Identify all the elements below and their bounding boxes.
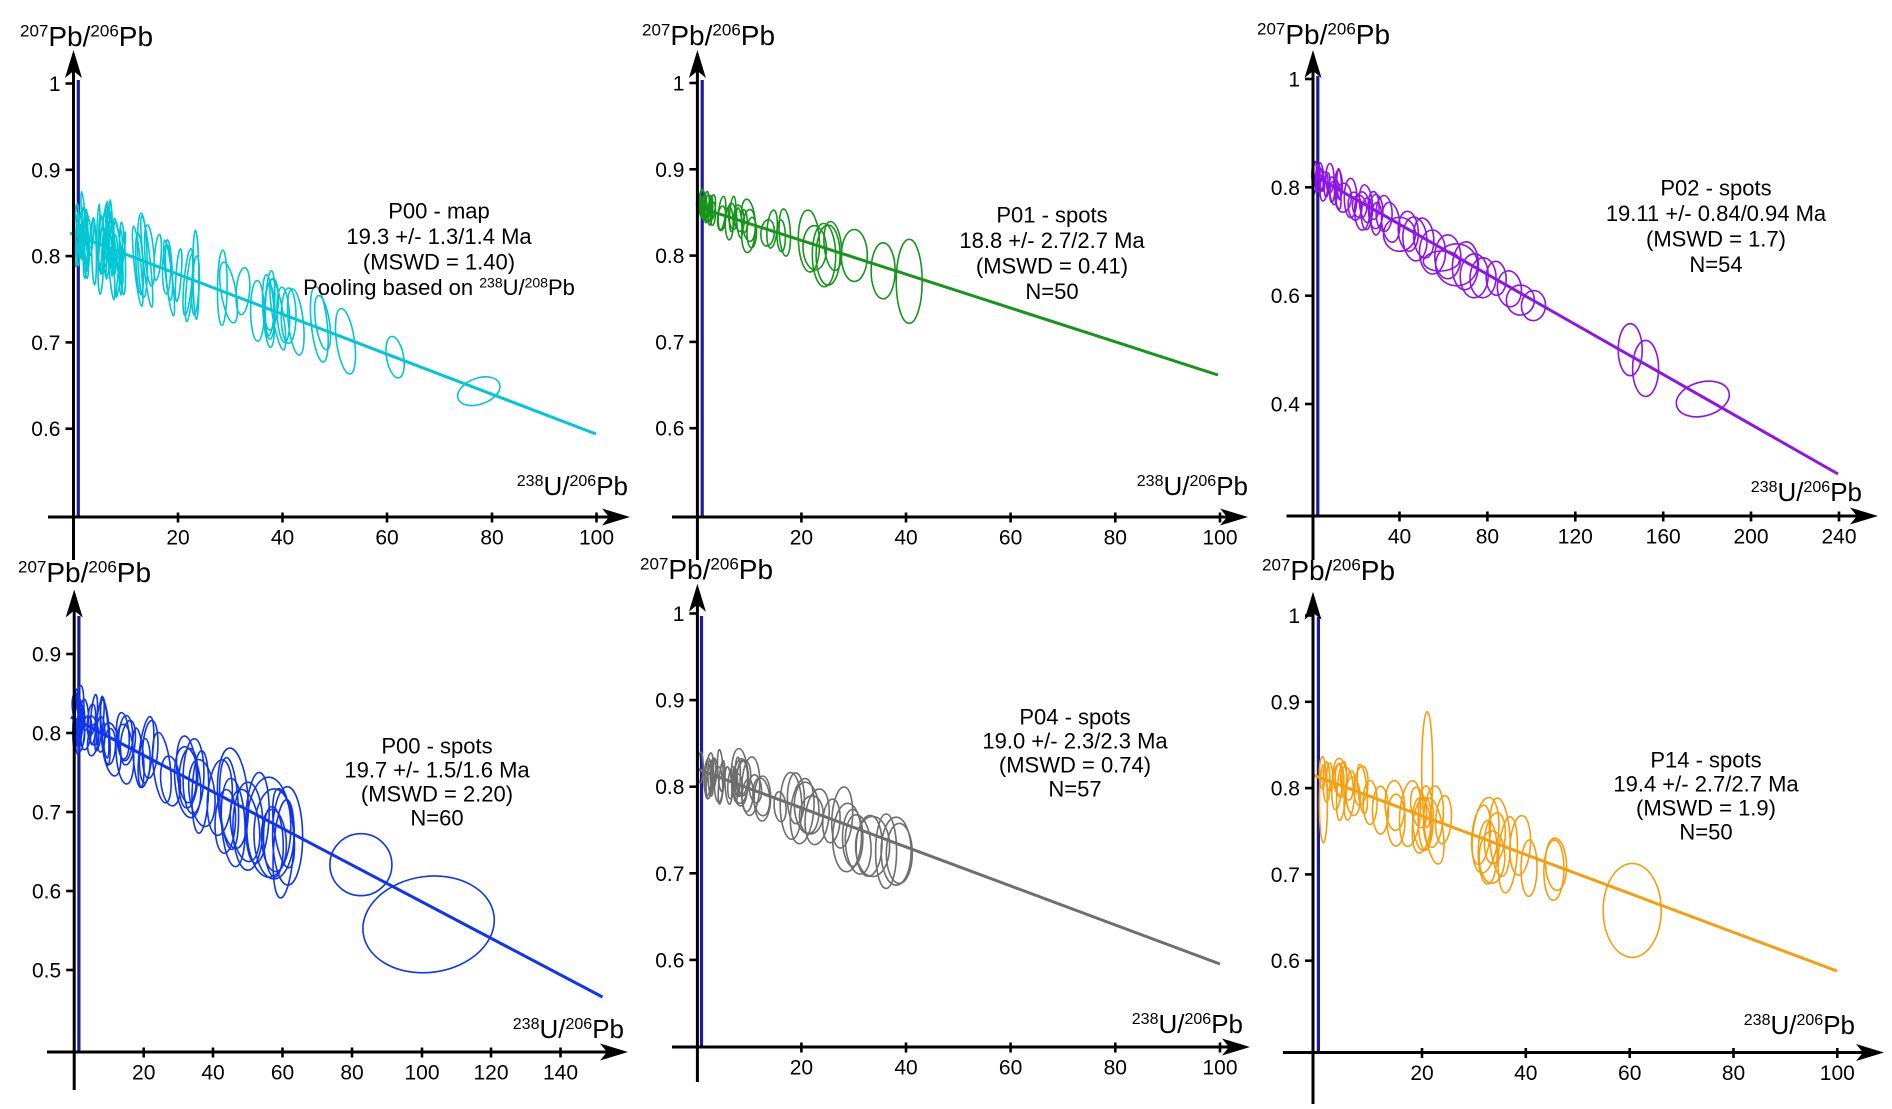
- svg-text:19.7 +/- 1.5/1.6 Ma: 19.7 +/- 1.5/1.6 Ma: [344, 758, 530, 783]
- svg-text:0.9: 0.9: [655, 159, 684, 182]
- svg-text:207Pb/206Pb: 207Pb/206Pb: [642, 20, 775, 51]
- svg-text:60: 60: [999, 1057, 1022, 1080]
- svg-text:0.5: 0.5: [32, 960, 61, 983]
- svg-text:40: 40: [201, 1062, 224, 1085]
- svg-text:(MSWD = 1.40): (MSWD = 1.40): [363, 250, 515, 275]
- svg-text:0.7: 0.7: [32, 802, 61, 825]
- svg-text:40: 40: [271, 527, 294, 550]
- svg-text:40: 40: [894, 1057, 917, 1080]
- svg-text:140: 140: [543, 1062, 578, 1085]
- svg-text:0.9: 0.9: [32, 644, 61, 667]
- svg-text:19.4 +/- 2.7/2.7 Ma: 19.4 +/- 2.7/2.7 Ma: [1613, 772, 1799, 797]
- svg-text:80: 80: [1104, 527, 1127, 550]
- svg-text:60: 60: [271, 1062, 294, 1085]
- svg-text:100: 100: [579, 527, 614, 550]
- svg-text:207Pb/206Pb: 207Pb/206Pb: [18, 557, 151, 588]
- svg-text:207Pb/206Pb: 207Pb/206Pb: [1262, 555, 1395, 586]
- svg-text:60: 60: [375, 527, 398, 550]
- svg-text:(MSWD = 0.74): (MSWD = 0.74): [999, 753, 1151, 778]
- svg-text:40: 40: [1388, 526, 1411, 549]
- svg-text:20: 20: [1410, 1062, 1433, 1085]
- svg-text:0.7: 0.7: [31, 332, 60, 355]
- svg-text:207Pb/206Pb: 207Pb/206Pb: [20, 21, 153, 52]
- svg-text:0.6: 0.6: [1271, 285, 1300, 308]
- svg-text:0.8: 0.8: [1271, 778, 1300, 801]
- svg-text:P00 - spots: P00 - spots: [381, 734, 492, 759]
- svg-text:0.6: 0.6: [1271, 950, 1300, 973]
- svg-text:240: 240: [1821, 526, 1856, 549]
- svg-text:80: 80: [1104, 1057, 1127, 1080]
- svg-text:20: 20: [790, 527, 813, 550]
- svg-text:20: 20: [166, 527, 189, 550]
- svg-text:1: 1: [1288, 605, 1300, 628]
- svg-text:238U/206Pb: 238U/206Pb: [1744, 1010, 1855, 1040]
- svg-text:60: 60: [999, 527, 1022, 550]
- svg-text:207Pb/206Pb: 207Pb/206Pb: [1257, 19, 1390, 50]
- svg-text:100: 100: [1202, 1057, 1237, 1080]
- svg-text:N=50: N=50: [1025, 279, 1078, 304]
- svg-text:0.7: 0.7: [655, 863, 684, 886]
- svg-text:0.4: 0.4: [1271, 394, 1301, 417]
- svg-text:(MSWD = 1.9): (MSWD = 1.9): [1636, 796, 1776, 821]
- svg-text:P00 - map: P00 - map: [388, 199, 490, 224]
- svg-text:40: 40: [894, 527, 917, 550]
- svg-text:P04 - spots: P04 - spots: [1019, 705, 1130, 730]
- svg-text:19.11 +/- 0.84/0.94 Ma: 19.11 +/- 0.84/0.94 Ma: [1606, 201, 1827, 226]
- svg-text:80: 80: [480, 527, 503, 550]
- svg-text:0.8: 0.8: [655, 776, 684, 799]
- svg-text:0.9: 0.9: [31, 159, 60, 182]
- svg-text:P14 - spots: P14 - spots: [1650, 748, 1761, 773]
- svg-text:(MSWD = 2.20): (MSWD = 2.20): [361, 782, 513, 807]
- svg-text:200: 200: [1733, 526, 1768, 549]
- svg-text:0.8: 0.8: [31, 246, 60, 269]
- svg-text:0.6: 0.6: [655, 418, 684, 441]
- svg-text:238U/206Pb: 238U/206Pb: [1751, 477, 1862, 507]
- svg-text:1: 1: [1288, 69, 1300, 92]
- svg-text:(MSWD = 1.7): (MSWD = 1.7): [1646, 227, 1786, 252]
- svg-text:120: 120: [473, 1062, 508, 1085]
- svg-text:20: 20: [790, 1057, 813, 1080]
- svg-text:120: 120: [1558, 526, 1593, 549]
- svg-text:1: 1: [673, 603, 685, 626]
- svg-text:238U/206Pb: 238U/206Pb: [517, 471, 628, 501]
- svg-text:1: 1: [673, 73, 685, 96]
- svg-text:238U/206Pb: 238U/206Pb: [1132, 1009, 1243, 1039]
- svg-text:0.8: 0.8: [655, 245, 684, 268]
- svg-text:19.0 +/- 2.3/2.3 Ma: 19.0 +/- 2.3/2.3 Ma: [982, 729, 1168, 754]
- svg-text:80: 80: [340, 1062, 363, 1085]
- svg-text:0.6: 0.6: [31, 418, 60, 441]
- svg-text:0.7: 0.7: [655, 331, 684, 354]
- svg-text:80: 80: [1476, 526, 1499, 549]
- svg-text:P01 - spots: P01 - spots: [996, 203, 1107, 228]
- svg-text:0.7: 0.7: [1271, 864, 1300, 887]
- svg-text:100: 100: [1202, 527, 1237, 550]
- svg-text:19.3 +/- 1.3/1.4 Ma: 19.3 +/- 1.3/1.4 Ma: [346, 224, 532, 249]
- svg-text:N=54: N=54: [1689, 252, 1742, 277]
- svg-text:80: 80: [1722, 1062, 1745, 1085]
- svg-text:100: 100: [404, 1062, 439, 1085]
- svg-text:0.6: 0.6: [32, 881, 61, 904]
- svg-text:238U/206Pb: 238U/206Pb: [513, 1014, 624, 1044]
- svg-text:0.6: 0.6: [655, 949, 684, 972]
- svg-text:N=60: N=60: [410, 806, 463, 831]
- svg-text:238U/206Pb: 238U/206Pb: [1137, 471, 1248, 501]
- svg-text:18.8 +/- 2.7/2.7 Ma: 18.8 +/- 2.7/2.7 Ma: [959, 228, 1145, 253]
- svg-text:N=57: N=57: [1048, 777, 1101, 802]
- svg-text:207Pb/206Pb: 207Pb/206Pb: [640, 554, 773, 585]
- svg-text:0.8: 0.8: [32, 723, 61, 746]
- svg-text:40: 40: [1514, 1062, 1537, 1085]
- svg-text:N=50: N=50: [1679, 820, 1732, 845]
- svg-text:0.9: 0.9: [655, 690, 684, 713]
- svg-text:60: 60: [1618, 1062, 1641, 1085]
- svg-text:P02 - spots: P02 - spots: [1660, 176, 1771, 201]
- svg-text:160: 160: [1646, 526, 1681, 549]
- svg-text:Pooling based on 238U/208Pb: Pooling based on 238U/208Pb: [303, 275, 575, 301]
- svg-text:0.9: 0.9: [1271, 691, 1300, 714]
- svg-text:1: 1: [49, 73, 61, 96]
- svg-text:20: 20: [132, 1062, 155, 1085]
- svg-text:(MSWD = 0.41): (MSWD = 0.41): [976, 254, 1128, 279]
- svg-text:0.8: 0.8: [1271, 177, 1300, 200]
- svg-text:100: 100: [1820, 1062, 1855, 1085]
